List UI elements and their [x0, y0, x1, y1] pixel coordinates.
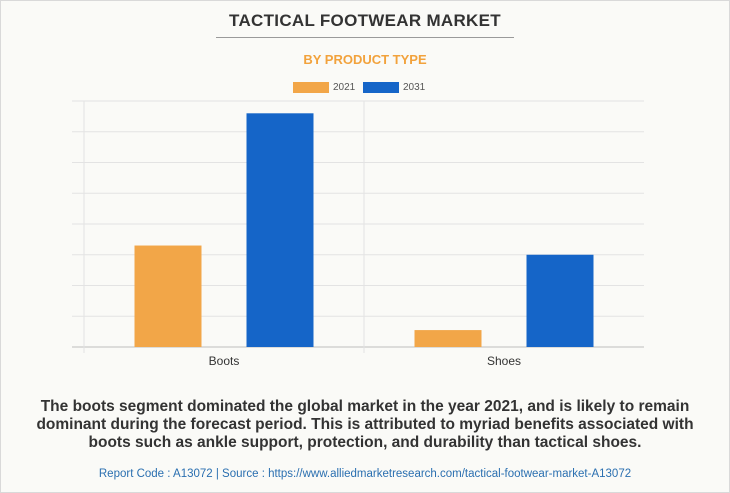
bars — [134, 113, 594, 347]
bar-shoes-2031 — [526, 254, 594, 347]
legend: 2021 2031 — [0, 80, 730, 94]
report-source-footer: Report Code : A13072 | Source : https://… — [98, 468, 632, 480]
chart-title: TACTICAL FOOTWEAR MARKET — [229, 11, 501, 30]
legend-item-2031: 2031 — [363, 80, 425, 94]
x-axis-labels: Boots Shoes — [209, 354, 521, 368]
legend-swatch-2021 — [293, 81, 329, 93]
legend-swatch-2031 — [363, 81, 399, 93]
bar-boots-2031 — [246, 113, 314, 347]
title-divider — [216, 37, 514, 38]
chart-caption: The boots segment dominated the global m… — [36, 398, 694, 451]
bar-shoes-2021 — [414, 330, 482, 347]
chart-subtitle: BY PRODUCT TYPE — [303, 52, 427, 67]
bar-boots-2021 — [134, 245, 202, 347]
legend-label-2021: 2021 — [333, 81, 356, 93]
x-tick-label-boots: Boots — [209, 354, 240, 368]
x-tick-label-shoes: Shoes — [487, 354, 521, 368]
legend-item-2021: 2021 — [293, 80, 355, 94]
legend-label-2031: 2031 — [403, 81, 426, 93]
